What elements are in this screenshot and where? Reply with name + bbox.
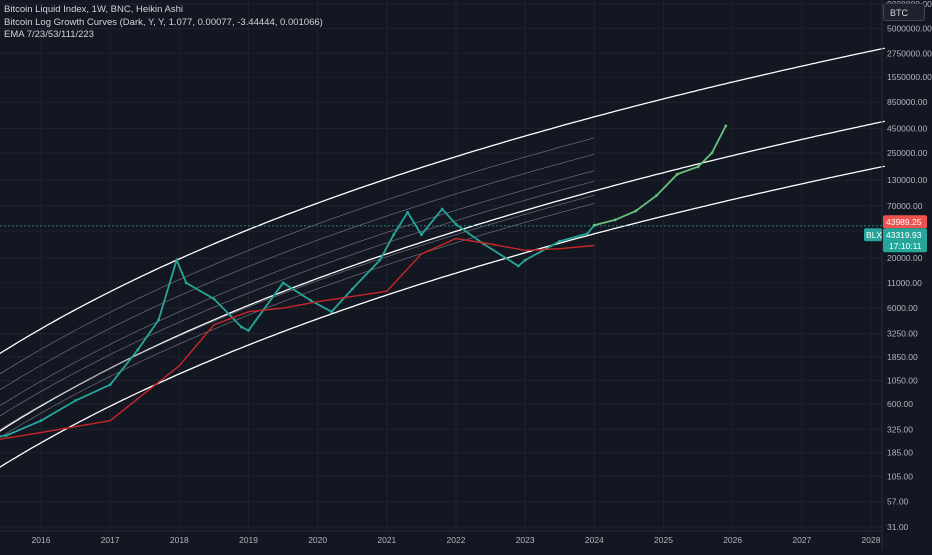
series <box>0 124 728 440</box>
x-tick-label: 2021 <box>377 535 396 545</box>
growth-band-line <box>0 194 595 431</box>
series-price-point <box>440 207 444 211</box>
y-tick-label: 850000.00 <box>887 97 927 107</box>
series-price-point <box>420 233 423 237</box>
series-projection-point <box>724 124 728 128</box>
series-price-point <box>240 325 244 329</box>
x-tick-label: 2018 <box>170 535 189 545</box>
series-price-point <box>175 258 179 262</box>
series-price-point <box>281 281 285 285</box>
x-tick-label: 2020 <box>308 535 327 545</box>
y-tick-label: 5000000.00 <box>887 23 932 33</box>
series-price-point <box>330 310 333 314</box>
last-price-tag <box>883 215 927 229</box>
legend-indicator-ema[interactable]: EMA 7/23/53/111/223 <box>4 29 94 40</box>
y-tick-label: 3250.00 <box>887 329 918 339</box>
series-ema-line <box>0 237 595 440</box>
growth-band-line <box>0 170 595 407</box>
series-price-point <box>212 297 216 301</box>
series-projection-point <box>655 194 658 197</box>
growth-curve-line <box>0 165 885 468</box>
growth-band-line <box>0 153 595 391</box>
blx-symbol-tag <box>864 228 882 242</box>
x-tick-label: 2016 <box>32 535 51 545</box>
y-tick-label: 20000.00 <box>887 253 923 263</box>
series-projection-point <box>613 218 617 222</box>
y-tick-label: 1550000.00 <box>887 72 932 82</box>
series-projection-point <box>675 172 679 176</box>
x-tick-label: 2028 <box>862 535 881 545</box>
chart-legend: Bitcoin Liquid Index, 1W, BNC, Heikin As… <box>4 4 323 42</box>
x-tick-label: 2017 <box>101 535 120 545</box>
y-tick-label: 11000.00 <box>887 278 922 288</box>
series-price-point <box>454 222 458 226</box>
y-tick-label: 6000.00 <box>887 303 918 313</box>
series-price-point <box>5 434 8 437</box>
y-tick-label: 1850.00 <box>887 352 918 362</box>
series-price-point <box>136 348 140 352</box>
y-tick-label: 450000.00 <box>887 124 927 134</box>
blx-price-text: 43319.93 <box>886 230 922 240</box>
series-price-point <box>406 210 409 214</box>
y-tick-label: 31.00 <box>887 522 909 532</box>
last-price-tag-text: 43989.25 <box>886 217 922 227</box>
growth-curve-line <box>0 47 885 355</box>
series-price-point <box>309 299 313 302</box>
x-tick-label: 2024 <box>585 535 604 545</box>
series-price-point <box>392 233 396 237</box>
symbol-button[interactable]: BTC <box>883 3 925 21</box>
x-tick-label: 2019 <box>239 535 258 545</box>
series-price-point <box>74 399 77 402</box>
x-tick-label: 2026 <box>723 535 742 545</box>
y-tick-label: 250000.00 <box>887 148 927 158</box>
series-price-point <box>157 318 161 322</box>
y-tick-label: 1050.00 <box>887 376 918 386</box>
series-projection-point <box>710 151 714 155</box>
growth-band-line <box>0 180 595 417</box>
y-tick-label: 57.00 <box>887 497 909 507</box>
y-tick-label: 130000.00 <box>887 175 927 185</box>
y-tick-label: 105.00 <box>887 471 913 481</box>
series-price-point <box>378 258 382 262</box>
series-projection-line <box>594 125 727 227</box>
countdown-text: 17:10:11 <box>889 241 922 251</box>
y-tick-label: 600.00 <box>887 399 913 409</box>
series-projection-point <box>634 209 638 213</box>
x-tick-label: 2025 <box>654 535 673 545</box>
series-price-point <box>516 264 520 268</box>
growth-curves <box>0 47 885 468</box>
growth-band-line <box>0 203 595 438</box>
y-tick-label: 325.00 <box>887 424 913 434</box>
growth-band-line <box>0 137 595 375</box>
legend-symbol[interactable]: Bitcoin Liquid Index, 1W, BNC, Heikin As… <box>4 4 184 15</box>
x-tick-label: 2027 <box>792 535 811 545</box>
x-tick-label: 2022 <box>447 535 466 545</box>
series-price-point <box>350 287 354 291</box>
series-price-point <box>108 383 112 387</box>
blx-symbol-text: BLX <box>866 230 882 240</box>
y-tick-label: 2750000.00 <box>887 48 932 58</box>
series-price-point <box>39 419 43 423</box>
y-tick-label: 185.00 <box>887 448 913 458</box>
series-price-line <box>0 207 595 438</box>
legend-indicator-growth-curves[interactable]: Bitcoin Log Growth Curves (Dark, Y, Y, 1… <box>4 16 323 28</box>
x-tick-label: 2023 <box>516 535 535 545</box>
series-projection-point <box>696 165 700 169</box>
series-price-point <box>523 258 527 262</box>
series-price-point <box>247 329 250 332</box>
y-tick-label: 70000.00 <box>887 201 923 211</box>
series-price-point <box>558 239 562 243</box>
series-price-point <box>184 281 188 285</box>
blx-price-tag <box>883 228 927 253</box>
series-price-point <box>586 232 589 236</box>
